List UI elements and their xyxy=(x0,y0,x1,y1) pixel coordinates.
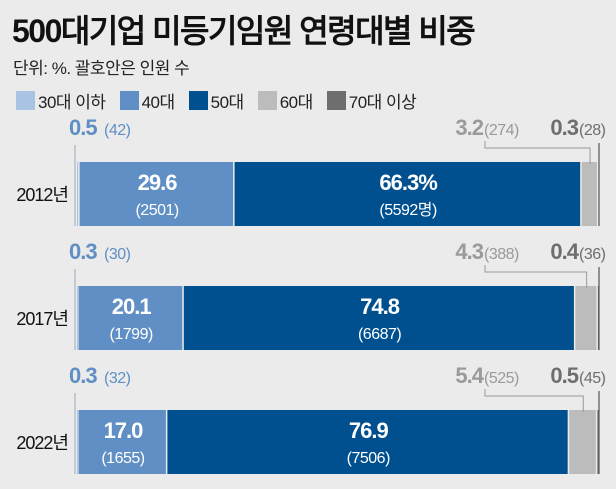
chart-title: 500대기업 미등기임원 연령대별 비중 xyxy=(12,13,476,49)
legend-swatch xyxy=(16,91,35,110)
bar-segment xyxy=(167,410,568,474)
bar-segment xyxy=(575,286,597,350)
data-label: 29.6 xyxy=(138,170,178,195)
count-label: (1655) xyxy=(101,450,144,467)
bar-segment xyxy=(78,286,183,350)
count-label: (1799) xyxy=(110,326,153,343)
bar-segment xyxy=(78,410,166,474)
bar-segment xyxy=(581,162,597,226)
category-label: 2022년 xyxy=(16,433,68,453)
count-label: (30) xyxy=(104,246,131,263)
category-label: 2012년 xyxy=(16,185,68,205)
legend-swatch xyxy=(326,91,346,110)
count-label: (32) xyxy=(104,370,131,387)
legend-swatch xyxy=(188,91,208,110)
legend-item: 70대 이상 xyxy=(326,88,417,113)
legend-label: 30대 이하 xyxy=(38,93,106,112)
count-label: (2501) xyxy=(135,202,178,219)
bar-segment xyxy=(77,162,79,226)
count-label: (5592명) xyxy=(379,201,437,219)
count-label: (6687) xyxy=(358,326,401,343)
legend-item: 40대 xyxy=(119,88,176,113)
count-label: (7506) xyxy=(347,450,390,467)
data-label: 0.3 xyxy=(69,239,97,264)
data-label: 0.3 xyxy=(69,363,97,388)
legend-swatch xyxy=(119,91,139,110)
bar-segment xyxy=(183,286,574,350)
data-label: 4.3 xyxy=(455,239,483,264)
count-label: (274) xyxy=(484,122,519,139)
count-label: (28) xyxy=(579,122,606,139)
data-label: 20.1 xyxy=(112,294,152,319)
data-label: 3.2 xyxy=(455,115,483,140)
leader-line xyxy=(484,265,588,288)
category-label: 2017년 xyxy=(16,309,68,329)
legend-label: 70대 이상 xyxy=(348,93,417,112)
bar-segment xyxy=(234,162,581,226)
bar-segment xyxy=(597,410,599,474)
count-label: (42) xyxy=(104,122,131,139)
data-label: 0.5 xyxy=(550,363,578,388)
leader-line xyxy=(484,141,591,164)
data-label: 74.8 xyxy=(360,294,400,319)
bar-segment xyxy=(77,286,78,350)
legend-swatch xyxy=(257,91,277,110)
count-label: (36) xyxy=(579,246,606,263)
data-label: 76.9 xyxy=(349,418,389,443)
bar-segment xyxy=(77,410,78,474)
chart-subtitle: 단위: %. 괄호안은 인원 수 xyxy=(13,59,190,78)
count-label: (45) xyxy=(579,370,606,387)
legend-label: 60대 xyxy=(279,93,314,112)
legend-item: 50대 xyxy=(188,88,245,113)
legend-label: 40대 xyxy=(141,93,176,112)
count-label: (388) xyxy=(484,246,519,263)
count-label: (525) xyxy=(484,370,519,387)
legend-label: 50대 xyxy=(210,93,245,112)
leader-line xyxy=(484,389,584,412)
data-label: 0.5 xyxy=(69,115,97,140)
bar-segment xyxy=(79,162,234,226)
legend: 30대 이하 40대 50대 60대 70대 이상 xyxy=(16,88,417,113)
legend-item: 30대 이하 xyxy=(16,88,106,113)
data-label: 0.4 xyxy=(550,239,579,264)
data-label: 66.3% xyxy=(379,170,437,195)
data-label: 0.3 xyxy=(550,115,578,140)
data-label: 17.0 xyxy=(104,418,144,443)
bar-segment xyxy=(569,410,596,474)
legend-item: 60대 xyxy=(257,88,314,113)
data-label: 5.4 xyxy=(455,363,484,388)
